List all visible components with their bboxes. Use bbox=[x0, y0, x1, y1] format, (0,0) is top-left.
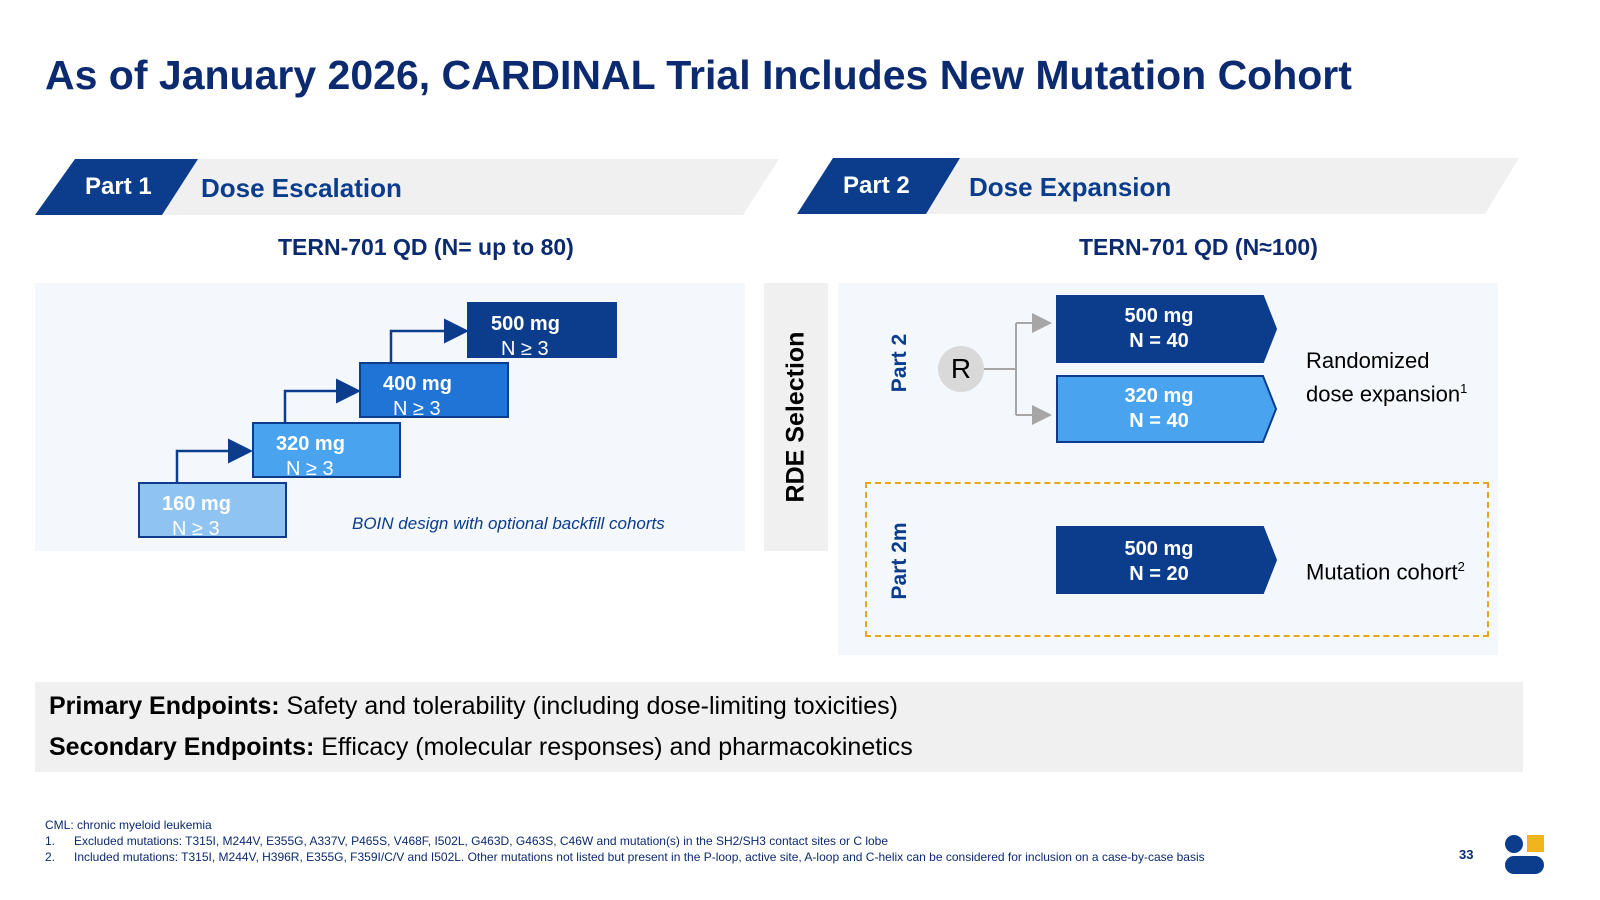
dose-step-dose: 320 mg bbox=[276, 433, 345, 455]
footnote-ref-2: 2 bbox=[1457, 559, 1465, 574]
primary-endpoints-text: Safety and tolerability (including dose-… bbox=[279, 692, 898, 720]
rde-selection-bar: RDE Selection bbox=[764, 283, 828, 551]
company-logo-icon bbox=[1505, 835, 1544, 874]
dose-step-320: 320 mg N ≥ 3 bbox=[252, 422, 401, 480]
randomized-desc-line2: dose expansion1 bbox=[1306, 381, 1468, 407]
footnote-2-text: Included mutations: T315I, M244V, H396R,… bbox=[74, 850, 1205, 864]
mutation-arm-shape bbox=[1056, 526, 1278, 594]
part1-label: Dose Escalation bbox=[201, 173, 402, 203]
arm-500-shape bbox=[1056, 295, 1278, 363]
randomized-desc-line1: Randomized bbox=[1306, 348, 1430, 373]
part2-banner-shape bbox=[797, 158, 1519, 214]
arm-320: 320 mg N = 40 bbox=[1056, 384, 1262, 434]
dose-step-400: 400 mg N ≥ 3 bbox=[359, 362, 509, 420]
part2m-label: Part 2m bbox=[888, 522, 911, 600]
secondary-endpoints: Secondary Endpoints: Efficacy (molecular… bbox=[49, 733, 913, 762]
arm-500-n: N = 40 bbox=[1129, 330, 1189, 352]
dose-step-n: N ≥ 3 bbox=[393, 398, 441, 420]
randomization-arrows bbox=[984, 313, 1052, 425]
endpoints-box: Primary Endpoints: Safety and tolerabili… bbox=[35, 682, 1523, 772]
part1-tag: Part 1 bbox=[85, 173, 152, 200]
dose-step-dose: 160 mg bbox=[162, 493, 231, 515]
part1-subheading: TERN-701 QD (N= up to 80) bbox=[278, 234, 574, 260]
arm-320-shape bbox=[1056, 375, 1278, 443]
footnote-1-num: 1. bbox=[45, 834, 56, 848]
part2-subheading: TERN-701 QD (N≈100) bbox=[1079, 234, 1318, 260]
mutation-description: Mutation cohort2 bbox=[1306, 559, 1465, 585]
mutation-arm: 500 mg N = 20 bbox=[1056, 537, 1262, 587]
part2-tag: Part 2 bbox=[843, 172, 910, 199]
part2-label: Dose Expansion bbox=[969, 172, 1172, 202]
footnote-1-text: Excluded mutations: T315I, M244V, E355G,… bbox=[74, 834, 889, 848]
arm-320-dose: 320 mg bbox=[1124, 385, 1194, 407]
dose-step-n: N ≥ 3 bbox=[286, 458, 334, 480]
footnote-2: 2. Included mutations: T315I, M244V, H396… bbox=[45, 849, 1205, 865]
dose-step-160: 160 mg N ≥ 3 bbox=[138, 482, 287, 540]
primary-endpoints-label: Primary Endpoints: bbox=[49, 692, 280, 720]
dose-step-500: 500 mg N ≥ 3 bbox=[467, 302, 617, 360]
footnote-ref-1: 1 bbox=[1460, 381, 1468, 396]
part2m-dashed-box bbox=[865, 482, 1489, 637]
randomization-circle: R bbox=[938, 346, 984, 392]
arm-500: 500 mg N = 40 bbox=[1056, 304, 1262, 354]
secondary-endpoints-label: Secondary Endpoints: bbox=[49, 733, 315, 761]
randomized-description: Randomized dose expansion1 bbox=[1306, 347, 1467, 408]
primary-endpoints: Primary Endpoints: Safety and tolerabili… bbox=[49, 692, 898, 721]
page-number: 33 bbox=[1459, 847, 1474, 862]
dose-step-n: N ≥ 3 bbox=[172, 518, 220, 540]
dose-expansion-panel: Part 2 R 500 mg N = 40 320 mg N = 40 Ran… bbox=[838, 283, 1498, 655]
footnotes: CML: chronic myeloid leukemia 1. Excluded… bbox=[45, 817, 1205, 865]
part1-banner: Part 1 Dose Escalation bbox=[35, 159, 779, 215]
design-note: BOIN design with optional backfill cohor… bbox=[352, 514, 665, 533]
dose-escalation-panel: 160 mg N ≥ 3 320 mg N ≥ 3 400 mg N ≥ 3 5… bbox=[35, 283, 745, 551]
page-title: As of January 2026, CARDINAL Trial Inclu… bbox=[45, 52, 1352, 98]
footnote-abbrev: CML: chronic myeloid leukemia bbox=[45, 818, 212, 832]
dose-step-n: N ≥ 3 bbox=[501, 338, 549, 360]
escalation-arrows bbox=[175, 318, 469, 483]
part2-banner: Part 2 Dose Expansion bbox=[797, 158, 1519, 214]
rde-selection-label: RDE Selection bbox=[781, 331, 810, 503]
footnote-1: 1. Excluded mutations: T315I, M244V, E355… bbox=[45, 833, 1205, 849]
secondary-endpoints-text: Efficacy (molecular responses) and pharm… bbox=[314, 733, 913, 761]
dose-step-dose: 400 mg bbox=[383, 373, 452, 395]
footnote-2-num: 2. bbox=[45, 850, 56, 864]
mutation-arm-n: N = 20 bbox=[1129, 563, 1189, 585]
arm-500-dose: 500 mg bbox=[1124, 305, 1194, 327]
part1-banner-shape bbox=[35, 159, 779, 215]
dose-step-dose: 500 mg bbox=[491, 313, 560, 335]
arm-320-n: N = 40 bbox=[1129, 410, 1189, 432]
mutation-arm-dose: 500 mg bbox=[1124, 538, 1194, 560]
